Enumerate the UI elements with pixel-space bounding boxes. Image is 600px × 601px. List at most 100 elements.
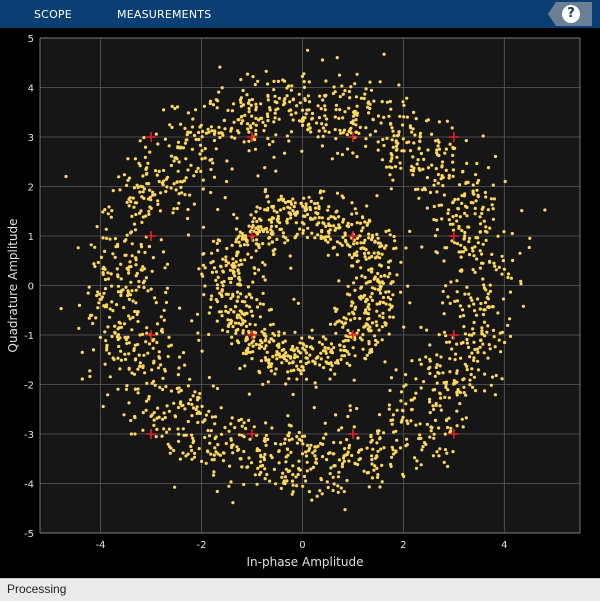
data-point xyxy=(464,181,468,185)
data-point xyxy=(463,230,467,235)
data-point xyxy=(366,323,370,327)
data-point xyxy=(183,126,187,130)
data-point xyxy=(183,407,187,411)
data-point xyxy=(350,256,354,260)
data-point xyxy=(284,351,288,355)
data-point xyxy=(330,157,334,161)
data-point xyxy=(302,368,306,372)
data-point xyxy=(123,352,127,356)
data-point xyxy=(418,422,422,426)
data-point xyxy=(272,155,276,159)
data-point xyxy=(451,168,455,172)
data-point xyxy=(271,249,275,253)
data-point xyxy=(103,330,107,334)
data-point xyxy=(323,346,327,350)
data-point xyxy=(301,231,305,235)
help-button[interactable]: ? xyxy=(548,2,592,26)
data-point xyxy=(263,263,267,267)
data-point xyxy=(266,114,270,119)
data-point xyxy=(268,479,272,483)
data-point xyxy=(286,199,290,204)
reference-point-marker xyxy=(246,231,257,241)
data-point xyxy=(172,182,176,186)
data-point xyxy=(389,462,393,466)
data-point xyxy=(192,455,197,459)
data-point xyxy=(321,455,325,459)
data-point xyxy=(501,259,505,263)
tab-measurements[interactable]: MEASUREMENTS xyxy=(117,8,212,21)
data-point xyxy=(266,98,270,102)
data-point xyxy=(437,426,441,430)
data-point xyxy=(480,261,484,265)
data-point xyxy=(345,224,349,228)
help-icon[interactable]: ? xyxy=(562,5,580,23)
data-point xyxy=(388,272,392,276)
data-point xyxy=(216,248,220,252)
data-point xyxy=(320,342,324,346)
data-point xyxy=(295,377,299,381)
data-point xyxy=(91,348,96,352)
data-point xyxy=(451,222,455,226)
data-point xyxy=(326,208,330,212)
data-point xyxy=(138,364,142,368)
data-point xyxy=(424,355,428,359)
data-point xyxy=(437,140,441,144)
data-point xyxy=(367,302,371,307)
data-point xyxy=(102,265,106,269)
data-point xyxy=(465,205,469,209)
data-point xyxy=(232,212,236,217)
y-tick-label: -1 xyxy=(24,331,34,342)
data-point xyxy=(141,174,145,178)
data-point xyxy=(364,137,368,141)
data-point xyxy=(235,299,239,303)
data-point xyxy=(186,130,190,134)
data-point xyxy=(420,245,424,249)
data-point xyxy=(181,427,185,431)
data-point xyxy=(203,435,207,440)
data-point xyxy=(221,257,225,261)
data-point xyxy=(181,351,186,355)
data-point xyxy=(434,218,439,222)
data-point xyxy=(159,238,163,242)
data-point xyxy=(293,330,297,334)
data-point xyxy=(236,235,240,239)
data-point xyxy=(270,337,274,341)
data-point xyxy=(184,454,188,458)
data-point xyxy=(197,267,201,271)
data-point xyxy=(277,96,281,100)
data-point xyxy=(373,239,377,243)
data-point xyxy=(273,111,277,115)
data-point xyxy=(168,445,172,449)
data-point xyxy=(328,322,333,326)
data-point xyxy=(164,300,169,305)
data-point xyxy=(313,201,317,206)
data-point xyxy=(483,190,487,195)
data-point xyxy=(333,372,337,376)
data-point xyxy=(348,96,352,100)
data-point xyxy=(287,211,291,215)
data-point xyxy=(93,264,97,269)
data-point xyxy=(207,375,211,380)
data-point xyxy=(324,238,328,242)
data-point xyxy=(223,425,227,430)
data-point xyxy=(145,326,149,330)
data-point xyxy=(389,159,393,163)
data-point xyxy=(252,425,256,429)
data-point xyxy=(212,458,216,462)
data-point xyxy=(126,178,130,182)
data-point xyxy=(426,166,431,170)
data-point xyxy=(323,114,327,118)
data-point xyxy=(99,297,103,301)
data-point xyxy=(119,293,123,298)
data-point xyxy=(476,193,480,197)
data-point xyxy=(175,386,179,391)
data-point xyxy=(247,149,251,153)
data-point xyxy=(291,118,295,122)
data-point xyxy=(248,124,252,128)
data-point xyxy=(394,368,398,372)
tab-scope[interactable]: SCOPE xyxy=(34,8,72,21)
data-point xyxy=(208,101,212,106)
data-point xyxy=(124,387,129,391)
data-point xyxy=(326,253,330,257)
data-point xyxy=(428,357,432,361)
